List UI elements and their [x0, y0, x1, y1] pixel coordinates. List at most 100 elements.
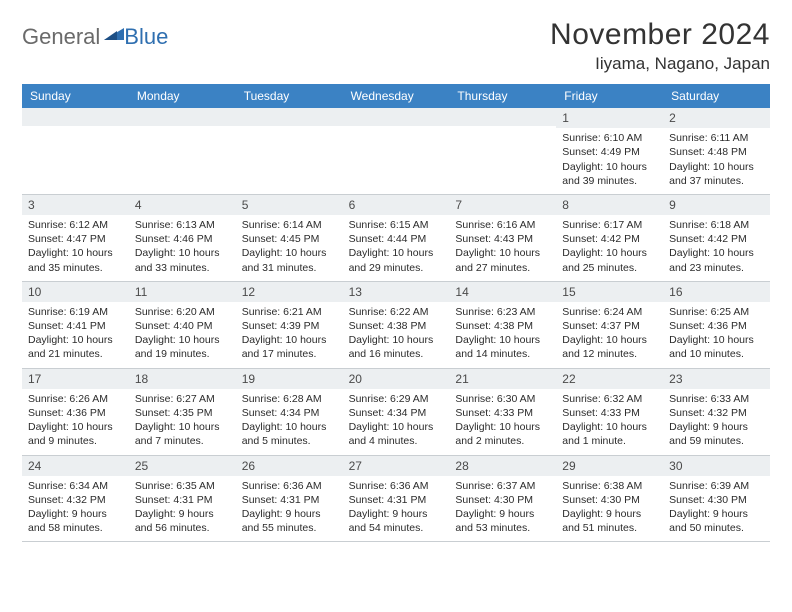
- day-number-row: 18: [129, 369, 236, 389]
- daylight-text: Daylight: 9 hours and 54 minutes.: [349, 507, 444, 535]
- day-number-row: 11: [129, 282, 236, 302]
- day-number: 25: [135, 459, 148, 473]
- day-number: 7: [455, 198, 462, 212]
- month-title: November 2024: [550, 18, 770, 52]
- sunset-text: Sunset: 4:46 PM: [135, 232, 230, 246]
- calendar-day-cell: 24Sunrise: 6:34 AMSunset: 4:32 PMDayligh…: [22, 456, 129, 542]
- day-number-row: 19: [236, 369, 343, 389]
- day-number: 8: [562, 198, 569, 212]
- daylight-text: Daylight: 10 hours and 25 minutes.: [562, 246, 657, 274]
- sunrise-text: Sunrise: 6:39 AM: [669, 479, 764, 493]
- daylight-text: Daylight: 9 hours and 56 minutes.: [135, 507, 230, 535]
- calendar-day-cell: 12Sunrise: 6:21 AMSunset: 4:39 PMDayligh…: [236, 282, 343, 368]
- sunset-text: Sunset: 4:38 PM: [349, 319, 444, 333]
- day-number-row: 20: [343, 369, 450, 389]
- calendar-day-cell: 5Sunrise: 6:14 AMSunset: 4:45 PMDaylight…: [236, 195, 343, 281]
- day-number: 28: [455, 459, 468, 473]
- sunset-text: Sunset: 4:48 PM: [669, 145, 764, 159]
- day-number: 18: [135, 372, 148, 386]
- logo: General Blue: [22, 18, 168, 50]
- day-number: 30: [669, 459, 682, 473]
- day-number-row: 1: [556, 108, 663, 128]
- calendar-day-cell: 17Sunrise: 6:26 AMSunset: 4:36 PMDayligh…: [22, 369, 129, 455]
- day-number-row: 8: [556, 195, 663, 215]
- logo-text-general: General: [22, 24, 100, 50]
- weekday-label: Thursday: [449, 84, 556, 108]
- sunset-text: Sunset: 4:31 PM: [349, 493, 444, 507]
- day-number: 23: [669, 372, 682, 386]
- daylight-text: Daylight: 9 hours and 53 minutes.: [455, 507, 550, 535]
- calendar-day-cell: 10Sunrise: 6:19 AMSunset: 4:41 PMDayligh…: [22, 282, 129, 368]
- calendar-day-cell: 22Sunrise: 6:32 AMSunset: 4:33 PMDayligh…: [556, 369, 663, 455]
- sunset-text: Sunset: 4:32 PM: [669, 406, 764, 420]
- day-number: 29: [562, 459, 575, 473]
- calendar-day-cell: 3Sunrise: 6:12 AMSunset: 4:47 PMDaylight…: [22, 195, 129, 281]
- sunrise-text: Sunrise: 6:27 AM: [135, 392, 230, 406]
- day-number: 13: [349, 285, 362, 299]
- day-number: 27: [349, 459, 362, 473]
- logo-text-blue: Blue: [124, 24, 168, 50]
- sunset-text: Sunset: 4:33 PM: [455, 406, 550, 420]
- day-number-row: 30: [663, 456, 770, 476]
- sunset-text: Sunset: 4:35 PM: [135, 406, 230, 420]
- day-number-row: 22: [556, 369, 663, 389]
- daylight-text: Daylight: 10 hours and 27 minutes.: [455, 246, 550, 274]
- daylight-text: Daylight: 10 hours and 4 minutes.: [349, 420, 444, 448]
- day-number: 15: [562, 285, 575, 299]
- header: General Blue November 2024 Iiyama, Nagan…: [22, 18, 770, 74]
- calendar-day-cell: 20Sunrise: 6:29 AMSunset: 4:34 PMDayligh…: [343, 369, 450, 455]
- calendar-day-cell: 2Sunrise: 6:11 AMSunset: 4:48 PMDaylight…: [663, 108, 770, 194]
- sunrise-text: Sunrise: 6:13 AM: [135, 218, 230, 232]
- sunrise-text: Sunrise: 6:11 AM: [669, 131, 764, 145]
- sunset-text: Sunset: 4:30 PM: [455, 493, 550, 507]
- calendar-week: 1Sunrise: 6:10 AMSunset: 4:49 PMDaylight…: [22, 108, 770, 195]
- day-number: 6: [349, 198, 356, 212]
- sunrise-text: Sunrise: 6:21 AM: [242, 305, 337, 319]
- sunset-text: Sunset: 4:36 PM: [28, 406, 123, 420]
- day-number: 11: [135, 285, 147, 299]
- daylight-text: Daylight: 10 hours and 7 minutes.: [135, 420, 230, 448]
- day-number: 26: [242, 459, 255, 473]
- day-number-row: 29: [556, 456, 663, 476]
- calendar-week: 3Sunrise: 6:12 AMSunset: 4:47 PMDaylight…: [22, 195, 770, 282]
- sunset-text: Sunset: 4:34 PM: [242, 406, 337, 420]
- sunset-text: Sunset: 4:30 PM: [562, 493, 657, 507]
- calendar-week: 10Sunrise: 6:19 AMSunset: 4:41 PMDayligh…: [22, 282, 770, 369]
- sunset-text: Sunset: 4:44 PM: [349, 232, 444, 246]
- sunrise-text: Sunrise: 6:12 AM: [28, 218, 123, 232]
- daylight-text: Daylight: 10 hours and 35 minutes.: [28, 246, 123, 274]
- calendar-day-cell: 18 Sunrise: 6:27 AMSunset: 4:35 PMDayligh…: [129, 369, 236, 455]
- daylight-text: Daylight: 10 hours and 17 minutes.: [242, 333, 337, 361]
- day-number: 16: [669, 285, 682, 299]
- day-number-row: 5: [236, 195, 343, 215]
- sunset-text: Sunset: 4:43 PM: [455, 232, 550, 246]
- calendar-week: 24Sunrise: 6:34 AMSunset: 4:32 PMDayligh…: [22, 456, 770, 543]
- day-number: 1: [562, 111, 569, 125]
- daylight-text: Daylight: 10 hours and 39 minutes.: [562, 160, 657, 188]
- sunrise-text: Sunrise: 6:34 AM: [28, 479, 123, 493]
- daylight-text: Daylight: 10 hours and 5 minutes.: [242, 420, 337, 448]
- daylight-text: Daylight: 10 hours and 2 minutes.: [455, 420, 550, 448]
- day-number: 19: [242, 372, 255, 386]
- calendar-day-cell: 30Sunrise: 6:39 AMSunset: 4:30 PMDayligh…: [663, 456, 770, 542]
- day-number-row: [22, 108, 129, 126]
- calendar-day-cell: 14Sunrise: 6:23 AMSunset: 4:38 PMDayligh…: [449, 282, 556, 368]
- calendar-empty-cell: [449, 108, 556, 194]
- calendar-day-cell: 15Sunrise: 6:24 AMSunset: 4:37 PMDayligh…: [556, 282, 663, 368]
- sunset-text: Sunset: 4:40 PM: [135, 319, 230, 333]
- calendar-day-cell: 6Sunrise: 6:15 AMSunset: 4:44 PMDaylight…: [343, 195, 450, 281]
- calendar-day-cell: 25Sunrise: 6:35 AMSunset: 4:31 PMDayligh…: [129, 456, 236, 542]
- day-number-row: 16: [663, 282, 770, 302]
- calendar-week: 17Sunrise: 6:26 AMSunset: 4:36 PMDayligh…: [22, 369, 770, 456]
- sunrise-text: Sunrise: 6:32 AM: [562, 392, 657, 406]
- day-number-row: 17: [22, 369, 129, 389]
- location-label: Iiyama, Nagano, Japan: [550, 54, 770, 74]
- day-number: 17: [28, 372, 41, 386]
- day-number: 14: [455, 285, 468, 299]
- day-number-row: 3: [22, 195, 129, 215]
- calendar-day-cell: 7Sunrise: 6:16 AMSunset: 4:43 PMDaylight…: [449, 195, 556, 281]
- day-number: 5: [242, 198, 249, 212]
- sunset-text: Sunset: 4:30 PM: [669, 493, 764, 507]
- sunrise-text: Sunrise: 6:36 AM: [242, 479, 337, 493]
- daylight-text: Daylight: 10 hours and 12 minutes.: [562, 333, 657, 361]
